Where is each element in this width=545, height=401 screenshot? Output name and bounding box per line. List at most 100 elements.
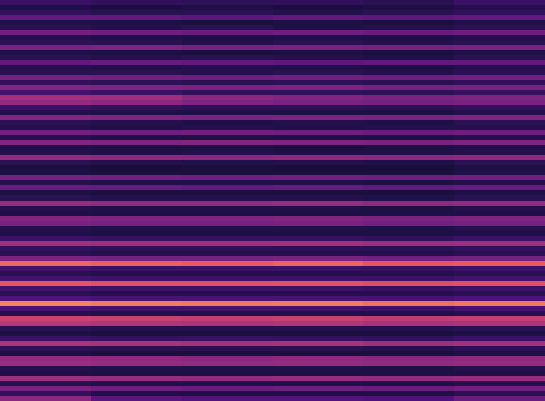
- cell: [363, 50, 454, 56]
- cell: [0, 296, 91, 302]
- cell: [0, 75, 91, 81]
- cell: [0, 211, 91, 217]
- cell: [454, 276, 545, 282]
- cell: [273, 271, 364, 277]
- cell: [273, 226, 364, 232]
- cell: [182, 216, 273, 222]
- cell: [91, 85, 182, 91]
- cell: [0, 60, 91, 66]
- cell: [273, 236, 364, 242]
- cell: [91, 371, 182, 377]
- cell: [91, 175, 182, 181]
- cell: [454, 281, 545, 287]
- cell: [91, 195, 182, 201]
- cell: [91, 226, 182, 232]
- cell: [363, 251, 454, 257]
- cell: [0, 130, 91, 136]
- cell: [0, 125, 91, 131]
- cell: [182, 10, 273, 16]
- cell: [91, 100, 182, 106]
- cell: [363, 241, 454, 247]
- cell: [273, 326, 364, 332]
- cell: [91, 150, 182, 156]
- cell: [363, 165, 454, 171]
- cell: [91, 336, 182, 342]
- cell: [273, 211, 364, 217]
- cell: [363, 381, 454, 387]
- cell: [454, 336, 545, 342]
- cell: [0, 5, 91, 11]
- cell: [182, 356, 273, 362]
- cell: [363, 376, 454, 382]
- cell: [454, 346, 545, 352]
- cell: [0, 145, 91, 151]
- cell: [273, 296, 364, 302]
- cell: [363, 396, 454, 401]
- cell: [273, 201, 364, 207]
- cell: [91, 296, 182, 302]
- cell: [273, 150, 364, 156]
- cell: [182, 40, 273, 46]
- cell: [0, 80, 91, 86]
- cell: [363, 145, 454, 151]
- cell: [454, 145, 545, 151]
- cell: [182, 165, 273, 171]
- cell: [273, 65, 364, 71]
- cell: [0, 10, 91, 16]
- cell: [454, 321, 545, 327]
- cell: [363, 371, 454, 377]
- cell: [182, 316, 273, 322]
- cell: [363, 65, 454, 71]
- cell: [454, 35, 545, 41]
- cell: [454, 311, 545, 317]
- cell: [454, 356, 545, 362]
- cell: [363, 110, 454, 116]
- cell: [182, 386, 273, 392]
- cell: [273, 321, 364, 327]
- cell: [273, 241, 364, 247]
- cell: [454, 206, 545, 212]
- cell: [0, 356, 91, 362]
- cell: [273, 311, 364, 317]
- cell: [182, 60, 273, 66]
- cell: [0, 331, 91, 337]
- cell: [91, 120, 182, 126]
- cell: [363, 150, 454, 156]
- cell: [363, 175, 454, 181]
- cell: [182, 195, 273, 201]
- cell: [0, 321, 91, 327]
- cell: [182, 145, 273, 151]
- cell: [454, 246, 545, 252]
- cell: [273, 256, 364, 262]
- cell: [91, 341, 182, 347]
- cell: [0, 391, 91, 397]
- cell: [91, 95, 182, 101]
- cell: [0, 175, 91, 181]
- cell: [0, 150, 91, 156]
- cell: [363, 341, 454, 347]
- cell: [91, 45, 182, 51]
- cell: [363, 256, 454, 262]
- cell: [0, 221, 91, 227]
- cell: [91, 160, 182, 166]
- cell: [0, 231, 91, 237]
- cell: [273, 376, 364, 382]
- cell: [273, 25, 364, 31]
- cell: [0, 100, 91, 106]
- cell: [363, 155, 454, 161]
- cell: [363, 331, 454, 337]
- cell: [0, 236, 91, 242]
- cell: [91, 241, 182, 247]
- cell: [454, 386, 545, 392]
- cell: [182, 150, 273, 156]
- cell: [363, 125, 454, 131]
- cell: [182, 341, 273, 347]
- cell: [182, 321, 273, 327]
- cell: [273, 195, 364, 201]
- cell: [273, 231, 364, 237]
- cell: [182, 276, 273, 282]
- cell: [91, 321, 182, 327]
- cell: [182, 140, 273, 146]
- cell: [182, 256, 273, 262]
- cell: [182, 35, 273, 41]
